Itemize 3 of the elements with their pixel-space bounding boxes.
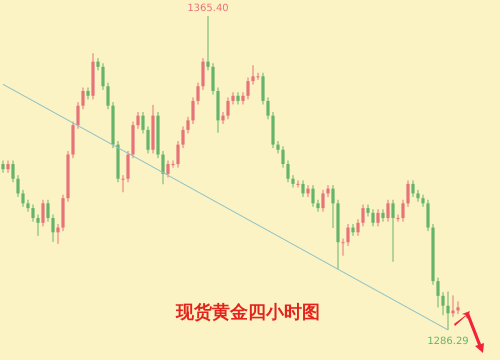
text: 现货黄金四小时图 [175, 302, 320, 323]
annotation: 1286.29 [427, 336, 469, 347]
annotation: 1365.40 [187, 3, 229, 14]
